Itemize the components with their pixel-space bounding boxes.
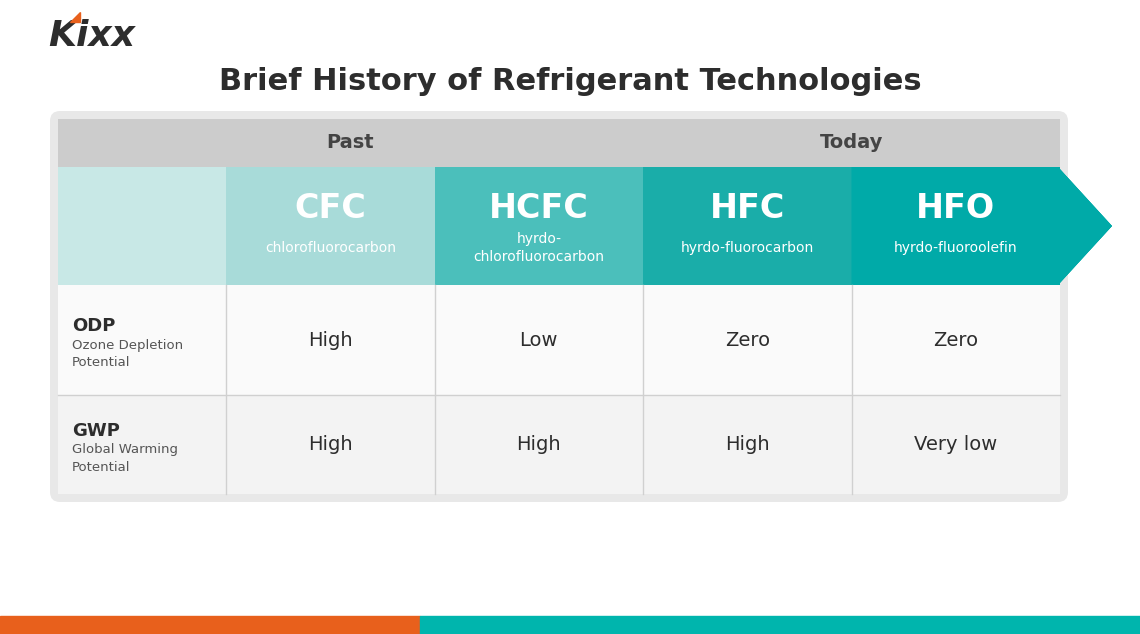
Text: Global Warming
Potential: Global Warming Potential xyxy=(72,443,178,474)
Polygon shape xyxy=(852,167,1112,285)
Bar xyxy=(58,119,1060,494)
Bar xyxy=(58,395,1060,494)
Text: GWP: GWP xyxy=(72,422,120,439)
Bar xyxy=(434,167,643,285)
Polygon shape xyxy=(1058,167,1112,285)
Text: High: High xyxy=(725,435,770,454)
Text: High: High xyxy=(308,330,352,349)
Text: Today: Today xyxy=(820,134,884,153)
Text: Ozone Depletion
Potential: Ozone Depletion Potential xyxy=(72,339,184,370)
Bar xyxy=(420,616,1140,634)
Text: hyrdo-fluoroolefin: hyrdo-fluoroolefin xyxy=(894,241,1018,255)
Text: Zero: Zero xyxy=(725,330,770,349)
Bar xyxy=(58,285,1060,395)
Text: High: High xyxy=(308,435,352,454)
Text: High: High xyxy=(516,435,561,454)
Text: Past: Past xyxy=(327,134,374,153)
Text: HFO: HFO xyxy=(917,191,995,224)
Text: hyrdo-
chlorofluorocarbon: hyrdo- chlorofluorocarbon xyxy=(473,232,604,264)
Text: Kixx: Kixx xyxy=(48,19,135,53)
Text: HFC: HFC xyxy=(709,191,785,224)
Text: Very low: Very low xyxy=(914,435,998,454)
Bar xyxy=(852,167,1060,285)
Bar xyxy=(58,167,226,285)
Text: chlorofluorocarbon: chlorofluorocarbon xyxy=(264,241,396,255)
Text: Low: Low xyxy=(520,330,557,349)
Bar xyxy=(0,616,420,634)
Bar xyxy=(226,167,434,285)
Bar xyxy=(643,167,852,285)
Text: CFC: CFC xyxy=(294,191,366,224)
FancyBboxPatch shape xyxy=(50,111,1068,502)
Text: Brief History of Refrigerant Technologies: Brief History of Refrigerant Technologie… xyxy=(219,67,921,96)
Text: Zero: Zero xyxy=(934,330,978,349)
Text: hyrdo-fluorocarbon: hyrdo-fluorocarbon xyxy=(681,241,814,255)
Text: HCFC: HCFC xyxy=(489,191,588,224)
Polygon shape xyxy=(70,12,80,22)
Text: ODP: ODP xyxy=(72,317,115,335)
Polygon shape xyxy=(226,167,1111,285)
Bar xyxy=(58,119,1060,167)
